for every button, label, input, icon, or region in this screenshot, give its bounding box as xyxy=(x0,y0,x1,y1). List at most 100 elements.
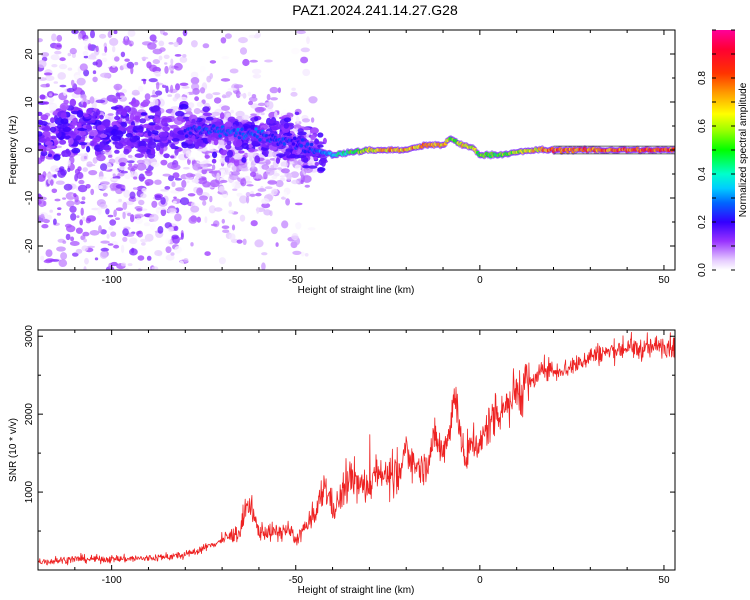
spectrogram-noise-cell xyxy=(173,41,179,48)
spectrogram-band-cell xyxy=(155,118,161,124)
spectrogram-ridge-cell xyxy=(300,138,305,142)
spectrogram-band-cell xyxy=(310,134,316,140)
spectrogram-noise-cell xyxy=(229,174,239,181)
spectrogram-noise-cell xyxy=(81,196,86,201)
spectrogram-band-cell xyxy=(44,125,50,131)
y-tick-label: 20 xyxy=(24,48,35,60)
spectrogram-band-cell xyxy=(99,142,105,150)
spectrogram-noise-cell xyxy=(247,151,257,158)
spectrogram-noise-cell xyxy=(291,179,300,185)
spectrogram-noise-cell xyxy=(141,78,147,82)
spectrogram-noise-cell xyxy=(225,113,231,118)
spectrogram-noise-cell xyxy=(76,77,86,86)
spectrogram-noise-cell xyxy=(134,217,143,225)
spectrogram-noise-cell xyxy=(138,199,145,206)
spectrogram-noise-cell xyxy=(77,292,85,297)
spectrogram-noise-cell xyxy=(55,0,63,1)
spectrogram-band-cell xyxy=(224,155,230,163)
spectrogram-noise-cell xyxy=(168,64,175,72)
spectrogram-noise-cell xyxy=(135,1,144,7)
spectrogram-band-cell xyxy=(90,115,96,124)
spectrogram-noise-cell xyxy=(70,236,75,242)
spectrogram-noise-cell xyxy=(112,45,116,53)
spectrogram-noise-cell xyxy=(81,245,89,252)
spectrogram-noise-cell xyxy=(43,302,49,308)
spectrogram-band-cell xyxy=(44,141,54,146)
spectrogram-noise-cell xyxy=(107,154,113,158)
spectrogram-noise-cell xyxy=(38,200,42,205)
spectrogram-noise-cell xyxy=(109,65,119,74)
spectrogram-noise-cell xyxy=(200,163,208,167)
spectrogram-noise-cell xyxy=(175,312,183,317)
spectrogram-noise-cell xyxy=(51,63,58,68)
spectrogram-band-cell xyxy=(317,132,324,138)
spectrogram-noise-cell xyxy=(38,38,43,43)
spectrogram-band-cell xyxy=(96,154,106,162)
y-tick-label: 1000 xyxy=(24,481,35,504)
spectrogram-noise-cell xyxy=(160,197,166,205)
spectrogram-noise-cell xyxy=(239,195,248,204)
spectrogram-noise-cell xyxy=(127,263,133,267)
spectrogram-noise-cell xyxy=(75,227,83,234)
spectrogram-noise-cell xyxy=(89,280,98,284)
spectrogram-noise-cell xyxy=(171,111,175,117)
spectrogram-noise-cell xyxy=(137,255,145,261)
spectrogram-noise-cell xyxy=(129,43,133,47)
chart-title: PAZ1.2024.241.14.27.G28 xyxy=(292,2,458,18)
spectrogram-band-cell xyxy=(171,138,180,142)
spectrogram-band-cell xyxy=(71,147,81,154)
spectrogram-noise-cell xyxy=(83,238,87,243)
spectrogram-noise-cell xyxy=(202,200,207,206)
spectrogram-noise-cell xyxy=(164,186,171,190)
spectrogram-noise-cell xyxy=(242,58,250,67)
spectrogram-band-cell xyxy=(59,139,67,145)
spectrogram-heatmap xyxy=(37,0,675,325)
spectrogram-noise-cell xyxy=(294,202,303,206)
spectrogram-noise-cell xyxy=(193,108,201,115)
spectrogram-band-cell xyxy=(77,127,87,132)
spectrogram-noise-cell xyxy=(217,140,225,147)
spectrogram-noise-cell xyxy=(46,214,52,220)
spectrogram-noise-cell xyxy=(132,6,139,13)
spectrogram-ridge-cell xyxy=(293,136,297,140)
spectrogram-noise-cell xyxy=(38,321,46,325)
spectrogram-band-cell xyxy=(175,110,185,117)
spectrogram-noise-cell xyxy=(174,54,182,57)
spectrogram-noise-cell xyxy=(112,64,116,68)
spectrogram-noise-cell xyxy=(249,193,256,197)
spectrogram-band-cell xyxy=(212,151,218,159)
spectrogram-noise-cell xyxy=(155,90,163,96)
spectrogram-noise-cell xyxy=(264,59,273,63)
spectrogram-noise-cell xyxy=(224,33,232,39)
spectrogram-band-cell xyxy=(247,148,255,153)
spectrogram-band-cell xyxy=(254,155,261,164)
spectrogram-noise-cell xyxy=(57,207,62,211)
spectrogram-noise-cell xyxy=(180,232,184,240)
spectrogram-noise-cell xyxy=(188,157,196,161)
spectrogram-noise-cell xyxy=(101,52,107,56)
spectrogram-noise-cell xyxy=(109,182,120,191)
spectrogram-noise-cell xyxy=(275,180,284,188)
spectrogram-noise-cell xyxy=(208,149,218,152)
colorbar-tick-label: 0.2 xyxy=(697,215,708,229)
spectrogram-noise-cell xyxy=(175,187,185,192)
x-tick-label: -100 xyxy=(102,275,122,286)
spectrogram-noise-cell xyxy=(184,114,189,117)
spectrogram-band-cell xyxy=(47,153,53,158)
spectrogram-band-cell xyxy=(227,116,236,123)
spectrogram-noise-cell xyxy=(37,7,41,14)
spectrogram-noise-cell xyxy=(221,194,228,198)
spectrogram-noise-cell xyxy=(111,290,116,298)
spectrogram-noise-cell xyxy=(59,57,66,62)
spectrogram-noise-cell xyxy=(152,59,160,65)
spectrogram-noise-cell xyxy=(146,255,152,261)
spectrogram-noise-cell xyxy=(202,181,211,188)
spectrogram-band-cell xyxy=(202,106,210,113)
spectrogram-noise-cell xyxy=(170,58,174,65)
spectrogram-noise-cell xyxy=(235,110,245,118)
spectrogram-noise-cell xyxy=(84,155,87,160)
snr-x-label: Height of straight line (km) xyxy=(298,585,415,596)
spectrogram-noise-cell xyxy=(212,92,221,96)
spectrogram-x-ticks: -100 -50 0 50 xyxy=(37,30,670,286)
spectrogram-noise-cell xyxy=(73,193,77,198)
